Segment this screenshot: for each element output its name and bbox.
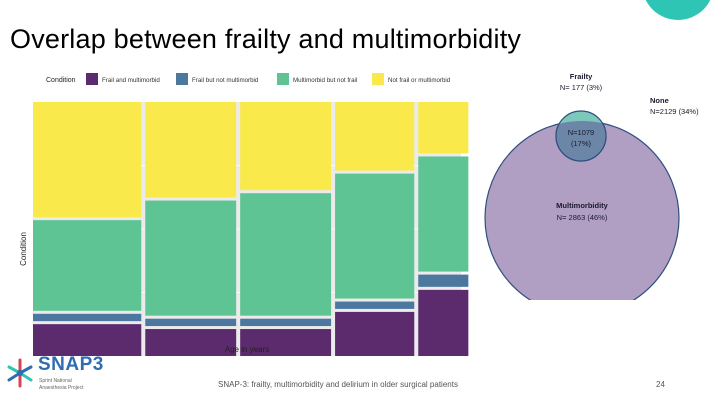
mosaic-segment-6064-2 bbox=[33, 313, 142, 322]
mosaic-segment-8084-3 bbox=[418, 156, 469, 272]
page-number: 24 bbox=[656, 380, 665, 389]
mosaic-segment-6569-4 bbox=[145, 102, 237, 198]
mosaic-segment-7579-4 bbox=[335, 102, 415, 171]
mosaic-segment-6569-3 bbox=[145, 200, 237, 316]
legend-label-2: Frail but not multimorbid bbox=[192, 77, 259, 84]
footer-text: SNAP-3: frailty, multimorbidity and deli… bbox=[218, 380, 458, 389]
logo-name: SNAP3 bbox=[38, 354, 104, 375]
venn-multimorbidity-name: Multimorbidity bbox=[556, 201, 608, 210]
mosaic-segment-6569-1 bbox=[145, 329, 237, 356]
logo-subtitle-line1: Sprint National bbox=[39, 378, 72, 384]
venn-multimorbidity-count: N= 2863 (46%) bbox=[557, 213, 608, 222]
legend-label-3: Multimorbid but not frail bbox=[293, 77, 357, 84]
mosaic-segment-7579-3 bbox=[335, 173, 415, 299]
x-axis-label: Age in years bbox=[225, 345, 269, 354]
mosaic-segment-7074-2 bbox=[240, 318, 332, 327]
slide-title: Overlap between frailty and multimorbidi… bbox=[10, 24, 522, 54]
legend-label-1: Frail and multimorbid bbox=[102, 77, 160, 84]
mosaic-segment-8084-1 bbox=[418, 289, 469, 356]
legend-swatch-1 bbox=[86, 73, 98, 85]
venn-diagram: Frailty N= 177 (3%) None N=2129 (34%) N=1079… bbox=[484, 72, 699, 300]
venn-overlap-count: N=1079 bbox=[568, 128, 594, 137]
venn-overlap-percent: (17%) bbox=[571, 139, 592, 148]
snap3-logo: SNAP3 Sprint National Anaesthesia Projec… bbox=[6, 354, 126, 398]
mosaic-segment-6064-1 bbox=[33, 324, 142, 356]
legend-swatch-3 bbox=[277, 73, 289, 85]
corner-accent-shape bbox=[642, 0, 714, 20]
mosaic-segment-6064-3 bbox=[33, 220, 142, 311]
y-axis-label: Condition bbox=[19, 232, 28, 266]
venn-frailty-count: N= 177 (3%) bbox=[560, 83, 603, 92]
venn-none-count: N=2129 (34%) bbox=[650, 107, 699, 116]
snap3-logo-star-icon bbox=[7, 358, 33, 388]
legend-label-4: Not frail or multimorbid bbox=[388, 77, 451, 84]
venn-frailty-name: Frailty bbox=[570, 72, 593, 81]
mosaic-chart: Condition Frail and multimorbid Frail but … bbox=[19, 73, 469, 356]
mosaic-segment-8084-4 bbox=[418, 102, 469, 154]
legend-swatch-2 bbox=[176, 73, 188, 85]
venn-none-name: None bbox=[650, 96, 669, 105]
legend-swatch-4 bbox=[372, 73, 384, 85]
logo-subtitle-line2: Anaesthesia Project bbox=[39, 385, 84, 391]
mosaic-segment-8084-2 bbox=[418, 274, 469, 287]
venn-overlap-region bbox=[555, 121, 607, 162]
mosaic-segment-6064-4 bbox=[33, 102, 142, 218]
mosaic-segment-7074-3 bbox=[240, 193, 332, 316]
mosaic-segment-6569-2 bbox=[145, 318, 237, 327]
mosaic-segment-7579-2 bbox=[335, 301, 415, 309]
mosaic-segment-7074-4 bbox=[240, 102, 332, 191]
mosaic-segment-7579-1 bbox=[335, 311, 415, 356]
legend-title: Condition bbox=[46, 77, 76, 84]
mosaic-segment-7074-1 bbox=[240, 329, 332, 356]
